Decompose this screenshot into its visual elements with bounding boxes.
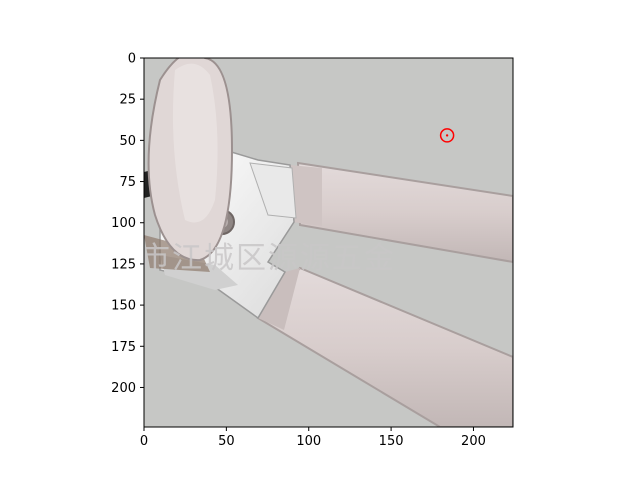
- y-tick-label: 0: [128, 52, 136, 67]
- y-tick-label: 150: [111, 299, 136, 314]
- x-tick-label: 50: [218, 434, 235, 449]
- y-tick-label: 125: [111, 257, 136, 272]
- round-guard: [147, 58, 234, 262]
- y-tick-label: 100: [111, 216, 136, 231]
- marker-dot: [445, 134, 449, 137]
- x-tick-label: 150: [379, 434, 404, 449]
- y-tick-label: 200: [111, 381, 136, 396]
- y-tick-label: 25: [119, 93, 136, 108]
- plot-frame: [143, 57, 514, 428]
- x-tick-label: 200: [461, 434, 486, 449]
- pliers-photo: 市江城区源源五金: [140, 58, 513, 427]
- x-tick-label: 0: [140, 434, 148, 449]
- watermark-text: 市江城区源源五金: [140, 241, 396, 276]
- y-tick-label: 175: [111, 340, 136, 355]
- target-marker: [439, 128, 455, 143]
- lower-handle: [256, 266, 513, 427]
- x-axis: 0 50 100 150 200: [140, 427, 486, 449]
- y-tick-label: 50: [119, 134, 136, 149]
- upper-handle: [290, 161, 513, 264]
- metal-jaw: [144, 147, 297, 320]
- x-tick-label: 100: [296, 434, 321, 449]
- marker-ring: [439, 128, 455, 143]
- y-axis: 0 25 50 75 100 125 150 175 200: [111, 52, 144, 396]
- y-tick-label: 75: [119, 175, 136, 190]
